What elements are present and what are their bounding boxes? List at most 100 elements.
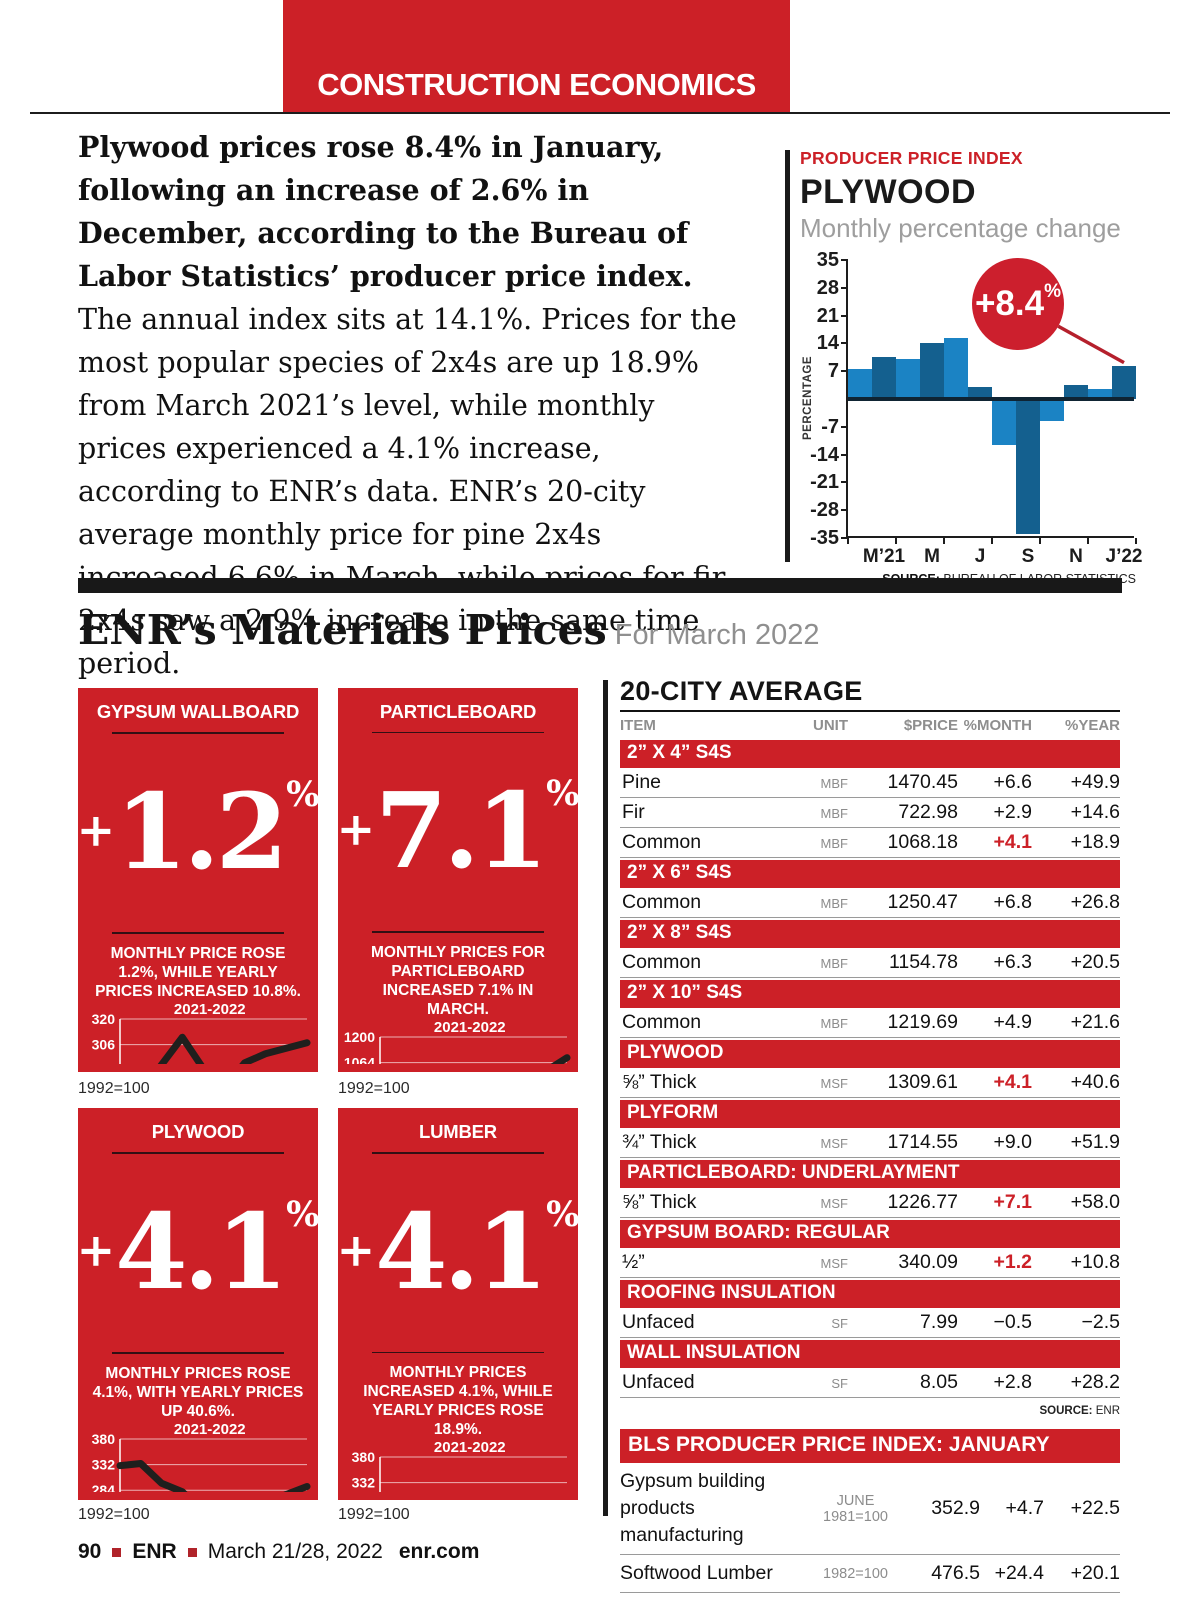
line-chart-lumber: 380332284236188140J’21JASONDJFM’222021-2… xyxy=(352,1439,567,1492)
cell-price: 1226.77 xyxy=(887,1191,959,1213)
bls-table-row: Gypsum building products manufacturing JUN… xyxy=(620,1463,1120,1555)
col-price: $PRICE xyxy=(903,717,958,734)
cell-price: 1309.61 xyxy=(887,1071,959,1093)
x-tick-mark xyxy=(943,538,945,544)
x-tick-mark xyxy=(1135,538,1137,544)
table-section-header: GYPSUM BOARD: REGULAR xyxy=(620,1220,1120,1248)
cell-price: 8.05 xyxy=(920,1371,958,1393)
cell-item: Unfaced xyxy=(622,1311,695,1333)
card-gypsum-wallboard: GYPSUM WALLBOARD +1.2% MONTHLY PRICE ROS… xyxy=(77,688,320,1072)
series-label: 2021-2022 xyxy=(174,1001,246,1018)
materials-heading: ENR’s Materials Prices For March 2022 xyxy=(78,606,819,654)
price-line xyxy=(549,1053,571,1064)
cell-year: +20.1 xyxy=(1070,1562,1120,1584)
x-tick-mark xyxy=(1087,538,1089,544)
callout-unit: % xyxy=(1044,281,1061,302)
materials-subtitle: For March 2022 xyxy=(614,619,820,651)
y-tick-label: 380 xyxy=(92,1431,116,1447)
y-tick-label: -21 xyxy=(810,471,839,494)
chart-subtitle: Monthly percentage change xyxy=(800,213,1121,243)
series-label: 2021-2022 xyxy=(434,1439,506,1456)
y-tick-label: -14 xyxy=(810,443,839,466)
cell-item: Unfaced xyxy=(622,1371,695,1393)
bls-table-header: BLS PRODUCER PRICE INDEX: JANUARY xyxy=(620,1429,1120,1463)
table-section-header: PARTICLEBOARD: UNDERLAYMENT xyxy=(620,1160,1120,1188)
table-section-header: 2” X 10” S4S xyxy=(620,980,1120,1008)
page-footer: 90 ENR March 21/28, 2022 enr.com xyxy=(78,1540,479,1564)
table-section-header: PLYFORM xyxy=(620,1100,1120,1128)
issue-date: March 21/28, 2022 xyxy=(207,1540,383,1563)
cell-month: +24.4 xyxy=(994,1562,1044,1584)
table-row: Common MBF 1154.78 +6.3 +20.5 xyxy=(620,948,1120,978)
cell-unit: MBF xyxy=(820,956,848,971)
card-unit: % xyxy=(546,1193,580,1235)
cell-month: +6.8 xyxy=(993,891,1033,913)
card-description: MONTHLY PRICES ROSE 4.1%, WITH YEARLY PR… xyxy=(92,1365,304,1421)
cell-unit: MBF xyxy=(820,836,848,851)
y-tick-mark xyxy=(841,314,848,317)
cell-item: Common xyxy=(622,1011,702,1033)
table-section-header: 2” X 8” S4S xyxy=(620,920,1120,948)
bar-8 xyxy=(1040,399,1064,421)
bar-9 xyxy=(1064,385,1088,399)
card-rule xyxy=(372,931,544,933)
table-row: ⅝” Thick MSF 1309.61 +4.1 +40.6 xyxy=(620,1068,1120,1098)
card-percentage: +4.1% xyxy=(337,1156,580,1343)
x-tick-label: M’21 xyxy=(862,546,906,567)
bullet-separator-icon xyxy=(112,1547,122,1557)
bar-7 xyxy=(1016,399,1040,535)
vertical-rule-top xyxy=(785,150,790,562)
cell-price: 1219.69 xyxy=(887,1011,959,1033)
bar-11 xyxy=(1112,365,1136,399)
card-rule xyxy=(112,732,284,734)
table-row: Fir MBF 722.98 +2.9 +14.6 xyxy=(620,798,1120,828)
cell-month: +2.9 xyxy=(993,801,1033,823)
line-chart-gypsum: 320306292278264250J’21JASONDJFM’222021-2… xyxy=(92,1001,311,1064)
cell-price: 476.5 xyxy=(931,1562,980,1584)
card-sign: + xyxy=(76,1223,116,1278)
cell-year: −2.5 xyxy=(1081,1311,1121,1333)
cell-price: 1470.45 xyxy=(887,771,959,793)
y-tick-mark xyxy=(841,342,848,345)
bar-6 xyxy=(992,399,1016,445)
bar-4 xyxy=(944,338,968,399)
bullet-separator-icon xyxy=(187,1547,197,1557)
section-banner: CONSTRUCTION ECONOMICS xyxy=(283,0,790,112)
zero-axis-line xyxy=(848,397,1134,401)
table-section-header: WALL INSULATION xyxy=(620,1340,1120,1368)
y-tick-label: 35 xyxy=(816,249,839,271)
x-tick-label: J xyxy=(974,546,986,567)
cell-unit: MSF xyxy=(820,1256,848,1271)
card-percentage: +1.2% xyxy=(77,736,320,923)
index-base-note: 1992=100 xyxy=(338,1080,410,1097)
table-row: ⅝” Thick MSF 1226.77 +7.1 +58.0 xyxy=(620,1188,1120,1218)
cell-price: 340.09 xyxy=(898,1251,958,1273)
line-chart-particleboard: 12001064928792656520J’21JASONDJFM’222021… xyxy=(344,1019,571,1064)
bar-1 xyxy=(872,357,896,399)
cell-unit: MSF xyxy=(820,1196,848,1211)
cell-month: +7.1 xyxy=(993,1191,1033,1213)
series-label: 2021-2022 xyxy=(434,1019,506,1036)
cell-month: −0.5 xyxy=(993,1311,1033,1333)
price-line xyxy=(157,1033,311,1064)
table-title: 20-CITY AVERAGE xyxy=(620,676,863,706)
card-rule xyxy=(372,732,544,734)
x-tick-label: J’22 xyxy=(1105,546,1143,567)
series-label: 2021-2022 xyxy=(174,1421,246,1438)
x-tick-label: S xyxy=(1021,546,1035,567)
materials-title-text: ENR’s Materials Prices xyxy=(78,606,607,654)
vertical-rule-bottom xyxy=(603,680,608,1516)
cell-year: +49.9 xyxy=(1070,771,1120,793)
cell-month: +6.3 xyxy=(993,951,1033,973)
cell-unit: 1982=100 xyxy=(803,1566,908,1582)
cell-unit-line: 1981=100 xyxy=(823,1508,888,1525)
card-title: PARTICLEBOARD xyxy=(379,701,537,722)
card-title: LUMBER xyxy=(419,1121,497,1142)
y-tick-label: -35 xyxy=(810,527,839,549)
cell-item: Softwood Lumber xyxy=(620,1560,803,1587)
x-tick-label: N xyxy=(1069,546,1083,567)
table-source: SOURCE: ENR xyxy=(620,1405,1120,1417)
table-row: Common MBF 1250.47 +6.8 +26.8 xyxy=(620,888,1120,918)
cell-unit: SF xyxy=(831,1376,848,1391)
